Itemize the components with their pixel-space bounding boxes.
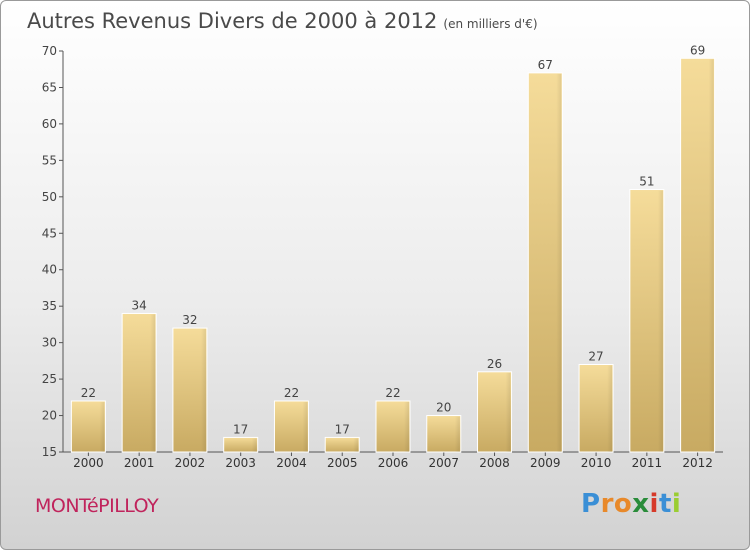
- y-tick-label: 30: [42, 336, 57, 350]
- y-tick-label: 15: [42, 445, 57, 459]
- bar-value-label: 20: [436, 401, 451, 415]
- x-tick-label: 2006: [378, 456, 409, 470]
- value-labels: 22 34 32 17 22 17 22 20 26 67 27 51 69: [81, 43, 706, 436]
- y-tick-label: 25: [42, 372, 57, 386]
- bar-value-label: 22: [385, 386, 400, 400]
- y-tick-label: 45: [42, 226, 57, 240]
- x-tick-label: 2000: [73, 456, 104, 470]
- bar-shade-2009: [556, 73, 562, 452]
- x-tick-label: 2012: [682, 456, 713, 470]
- bar-shade-2007: [454, 416, 460, 452]
- bar-value-label: 27: [588, 350, 603, 364]
- bar-shade-2001: [150, 314, 156, 452]
- bar-value-label: 22: [284, 386, 299, 400]
- bar-shade-2005: [353, 438, 359, 452]
- bar-value-label: 32: [182, 313, 197, 327]
- bar-shade-2004: [302, 401, 308, 452]
- x-tick-label: 2011: [632, 456, 663, 470]
- bar-shade-2010: [607, 365, 613, 452]
- bar-value-label: 51: [639, 175, 654, 189]
- y-tick-label: 40: [42, 263, 57, 277]
- bar-2005: [324, 436, 360, 453]
- y-tick-label: 60: [42, 117, 57, 131]
- y-tick-label: 70: [42, 44, 57, 58]
- bar-2003: [223, 436, 259, 453]
- bar-shade-2003: [251, 438, 257, 452]
- axes: 15 20 25 30 35 40 45 50 55 60 65 70 2000 2001 2002 2003…: [42, 44, 723, 470]
- bar-shade-2012: [708, 59, 714, 453]
- bar-value-label: 17: [233, 422, 248, 436]
- bars: [70, 57, 716, 453]
- bar-shade-2011: [657, 190, 663, 452]
- bar-value-label: 67: [538, 58, 553, 72]
- bar-shade-2000: [99, 401, 105, 452]
- y-tick-label: 35: [42, 299, 57, 313]
- x-tick-label: 2004: [276, 456, 307, 470]
- y-tick-label: 55: [42, 153, 57, 167]
- chart-subtitle: (en milliers d'€): [443, 17, 538, 31]
- y-tick-label: 20: [42, 409, 57, 423]
- x-tick-label: 2002: [175, 456, 206, 470]
- x-tick-label: 2005: [327, 456, 358, 470]
- town-name: MONTéPILLOY: [35, 495, 159, 517]
- bar-shade-2002: [200, 329, 206, 452]
- bar-shade-2008: [505, 372, 511, 452]
- bar-value-label: 34: [132, 298, 147, 312]
- x-tick-label: 2008: [479, 456, 510, 470]
- bar-value-label: 69: [690, 43, 705, 57]
- bar-value-label: 17: [335, 422, 350, 436]
- bar-value-label: 26: [487, 357, 502, 371]
- bar-shade-2006: [404, 401, 409, 452]
- x-tick-label: 2010: [581, 456, 612, 470]
- chart-title: Autres Revenus Divers de 2000 à 2012 (en …: [27, 9, 538, 33]
- x-tick-label: 2001: [124, 456, 155, 470]
- bar-value-label: 22: [81, 386, 96, 400]
- proxiti-logo: Proxiti: [581, 489, 682, 519]
- chart-title-text: Autres Revenus Divers de 2000 à 2012: [27, 9, 438, 33]
- x-tick-label: 2003: [225, 456, 256, 470]
- x-tick-label: 2007: [428, 456, 459, 470]
- y-tick-label: 50: [42, 190, 57, 204]
- y-tick-label: 65: [42, 80, 57, 94]
- x-tick-label: 2009: [530, 456, 561, 470]
